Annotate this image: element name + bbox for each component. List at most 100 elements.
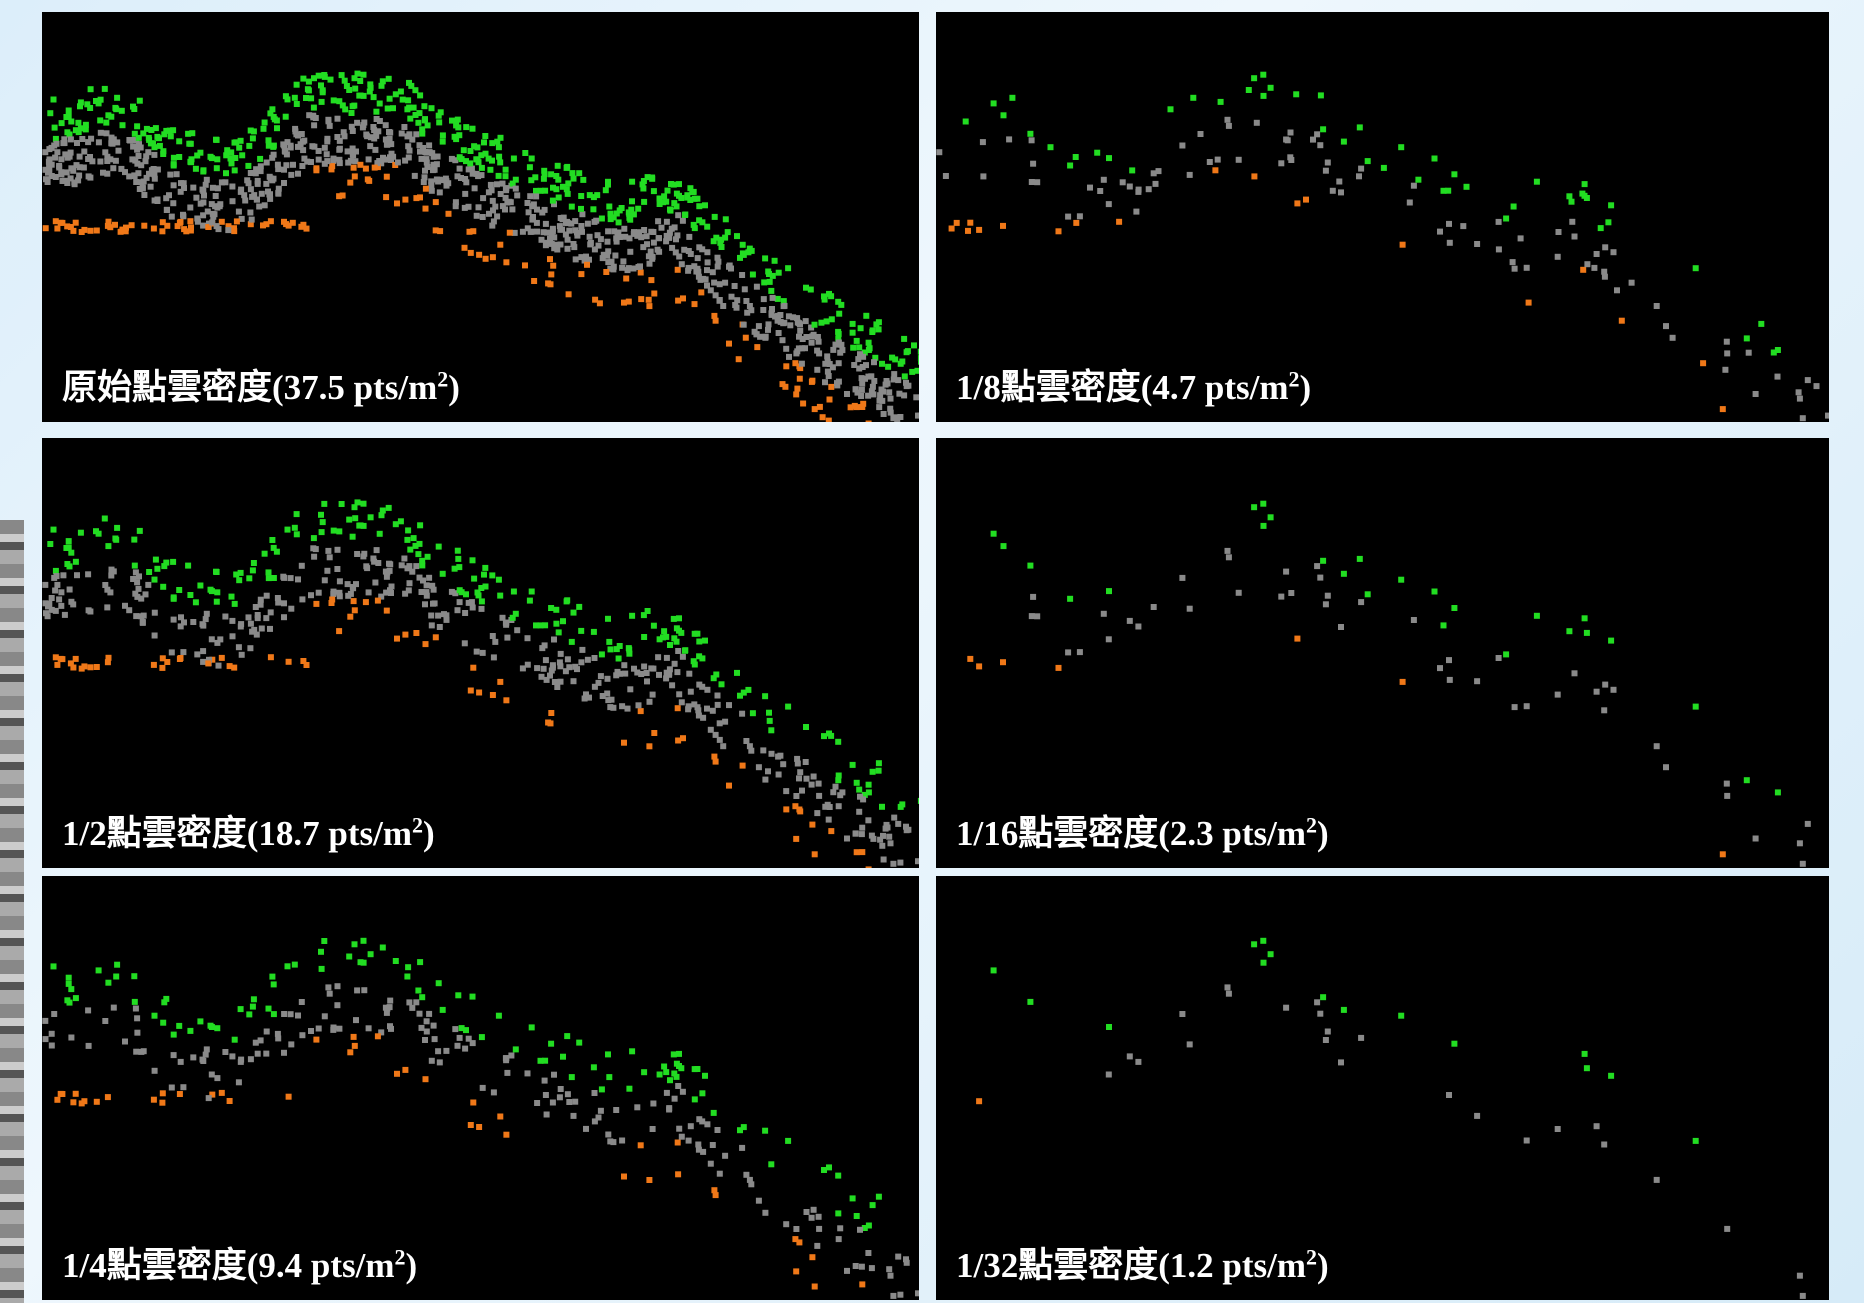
point: [814, 366, 821, 373]
point: [646, 303, 653, 310]
point: [915, 412, 919, 419]
point: [497, 592, 504, 599]
point: [671, 660, 678, 667]
point: [428, 105, 435, 112]
point: [416, 110, 423, 117]
point: [713, 234, 720, 241]
point: [622, 233, 629, 240]
point: [430, 600, 436, 607]
point: [478, 152, 485, 159]
point: [164, 222, 171, 229]
point: [720, 743, 727, 750]
point: [63, 169, 70, 176]
point: [298, 999, 305, 1005]
point: [107, 589, 114, 596]
point: [84, 101, 91, 108]
point: [722, 279, 729, 286]
point: [849, 320, 856, 327]
point: [1608, 202, 1615, 209]
point: [131, 130, 138, 137]
point: [651, 730, 658, 736]
point: [394, 200, 400, 207]
point: [318, 98, 325, 105]
point: [263, 1028, 270, 1035]
point: [526, 164, 533, 171]
point: [671, 1070, 678, 1077]
point: [766, 709, 772, 716]
point: [486, 210, 492, 217]
point: [336, 628, 343, 635]
point: [1322, 601, 1329, 608]
point: [753, 283, 760, 290]
point: [621, 739, 627, 746]
point: [432, 227, 439, 234]
point: [263, 615, 270, 622]
point: [570, 609, 577, 616]
point: [869, 768, 876, 775]
point: [1145, 186, 1152, 193]
point: [413, 131, 420, 138]
point: [345, 159, 352, 166]
point: [1324, 159, 1331, 166]
point: [1317, 92, 1324, 99]
point: [847, 404, 854, 411]
point: [793, 1268, 800, 1275]
point: [901, 335, 908, 342]
point: [865, 1222, 872, 1229]
point: [610, 214, 617, 221]
point: [598, 215, 605, 222]
point: [781, 302, 788, 309]
point: [371, 135, 378, 142]
point: [673, 638, 680, 645]
point: [663, 218, 670, 225]
point: [143, 125, 150, 132]
point: [408, 82, 415, 89]
point: [502, 619, 509, 626]
point: [1571, 233, 1578, 240]
point: [803, 1209, 810, 1215]
point: [893, 414, 899, 421]
point: [326, 122, 333, 129]
point: [298, 131, 305, 137]
point: [141, 192, 148, 198]
point: [826, 396, 833, 403]
point: [465, 203, 472, 210]
point: [753, 331, 760, 338]
point: [152, 125, 159, 132]
point: [374, 164, 381, 171]
point: [1073, 219, 1080, 226]
point: [247, 1056, 254, 1063]
point: [87, 664, 94, 671]
point: [509, 180, 516, 187]
point: [1100, 610, 1107, 617]
point: [170, 200, 177, 207]
point: [903, 823, 909, 830]
point: [1495, 246, 1502, 253]
point: [436, 119, 443, 126]
point: [334, 1002, 341, 1009]
point: [42, 225, 49, 232]
point: [859, 404, 866, 410]
point: [610, 263, 617, 270]
point: [145, 581, 152, 588]
point: [828, 828, 835, 835]
point: [534, 665, 541, 672]
point: [744, 309, 751, 316]
point: [865, 789, 872, 796]
point: [669, 244, 676, 251]
point: [256, 203, 263, 210]
point: [675, 1171, 682, 1178]
point: [794, 755, 801, 762]
point: [77, 529, 84, 536]
point: [555, 176, 562, 183]
point: [346, 516, 353, 523]
point: [1554, 691, 1561, 698]
point: [499, 614, 506, 621]
point: [492, 638, 499, 645]
point: [360, 500, 367, 507]
point: [739, 762, 746, 769]
point: [875, 1193, 882, 1200]
point-cloud-panel: 1/8點雲密度(4.7 pts/m2): [936, 12, 1829, 422]
point: [378, 82, 385, 89]
point: [456, 1034, 463, 1041]
